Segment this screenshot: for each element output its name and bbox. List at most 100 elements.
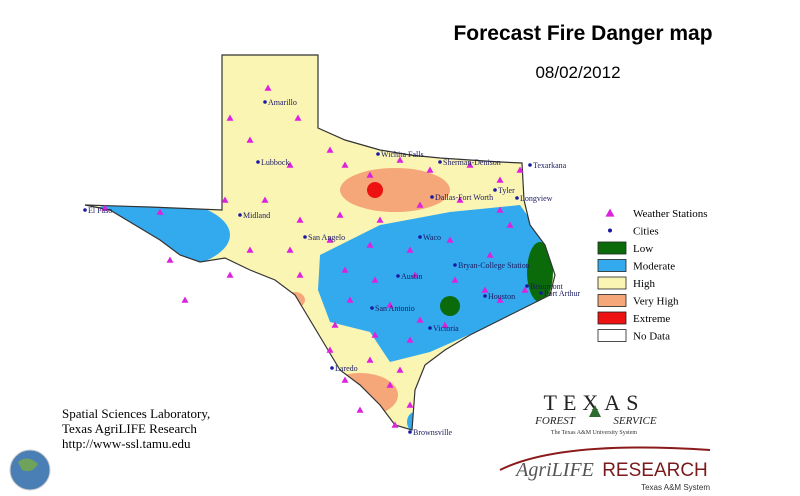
weather-station — [496, 206, 504, 213]
city-label: Laredo — [335, 364, 358, 373]
weather-station — [386, 381, 394, 388]
zone-very-high — [340, 168, 450, 212]
city-label: Port Arthur — [544, 289, 581, 298]
city-dot — [430, 195, 434, 199]
tfs-subtitle: The Texas A&M University System — [551, 430, 637, 436]
city-label: Midland — [243, 211, 270, 220]
legend-label: High — [633, 278, 656, 290]
weather-station — [341, 376, 349, 383]
legend-swatch — [597, 311, 627, 325]
credit-line: Spatial Sciences Laboratory, — [62, 406, 210, 421]
credit-line: http://www-ssl.tamu.edu — [62, 436, 191, 451]
date: 08/02/2012 — [535, 63, 620, 82]
legend-label: Moderate — [633, 261, 675, 273]
city-label: Dallas-Fort Worth — [435, 193, 493, 202]
city-label: Austin — [401, 272, 422, 281]
city-dot — [376, 152, 380, 156]
city-dot — [453, 263, 457, 267]
weather-station — [406, 336, 414, 343]
weather-station — [416, 201, 424, 208]
weather-station — [101, 204, 109, 211]
weather-station — [326, 346, 334, 353]
weather-station — [246, 136, 254, 143]
weather-station — [456, 196, 464, 203]
weather-station — [396, 156, 404, 163]
legend-label: Extreme — [633, 313, 670, 325]
city-dot — [438, 160, 442, 164]
legend-label: Weather Stations — [633, 208, 708, 220]
weather-station — [366, 356, 374, 363]
zone-extreme — [367, 182, 383, 198]
city-label: Brownsville — [413, 428, 453, 437]
tfs-logo: FOREST — [534, 415, 576, 427]
city-dot — [263, 100, 267, 104]
weather-station — [286, 246, 294, 253]
weather-station — [451, 276, 459, 283]
agrilife-logo: AgriLIFE — [514, 459, 594, 481]
weather-station — [496, 296, 504, 303]
cities: Amarillo Lubbock Wichita Falls Sherman-Deni… — [83, 98, 581, 437]
legend-label: No Data — [633, 331, 670, 343]
weather-station — [466, 161, 474, 168]
city-dot — [428, 326, 432, 330]
weather-station — [261, 196, 269, 203]
city-label: Wichita Falls — [381, 150, 424, 159]
weather-station — [481, 286, 489, 293]
legend-swatch — [597, 259, 627, 272]
weather-station — [441, 321, 449, 328]
city-dot — [539, 291, 543, 295]
globe-land — [18, 458, 38, 472]
city-label: Tyler — [498, 186, 515, 195]
legend-swatch — [597, 241, 627, 255]
weather-station — [446, 236, 454, 243]
city-label: Waco — [423, 233, 441, 242]
weather-station — [294, 114, 302, 121]
city-dot — [408, 430, 412, 434]
legend-dot — [608, 228, 612, 233]
weather-station — [331, 321, 339, 328]
weather-station — [296, 271, 304, 278]
weather-station — [605, 208, 615, 217]
weather-station — [246, 246, 254, 253]
city-dot — [303, 235, 307, 239]
city-dot — [418, 235, 422, 239]
legend: Weather Stations Cities Low Moderate High Ver… — [597, 208, 708, 343]
city-label: Bryan-College Station — [458, 261, 530, 270]
weather-station — [406, 246, 414, 253]
city-dot — [483, 294, 487, 298]
legend-label: Cities — [633, 226, 659, 238]
city-label: Beaumont — [530, 282, 564, 291]
tfs-logo: TEXAS — [544, 390, 645, 415]
city-label: Lubbock — [261, 158, 289, 167]
weather-station — [411, 271, 419, 278]
weather-station — [326, 236, 334, 243]
city-dot — [256, 160, 260, 164]
city-label: Longview — [520, 194, 553, 203]
city-label: Houston — [488, 292, 515, 301]
legend-swatch — [597, 294, 627, 307]
weather-station — [156, 208, 164, 215]
weather-station — [296, 216, 304, 223]
city-label: Amarillo — [268, 98, 297, 107]
weather-station — [346, 296, 354, 303]
weather-station — [506, 221, 514, 228]
weather-stations — [101, 84, 529, 428]
weather-station — [386, 301, 394, 308]
agrilife-logo: RESEARCH — [602, 460, 708, 481]
city-label: San Angelo — [308, 233, 345, 242]
weather-station — [376, 216, 384, 223]
weather-station — [326, 146, 334, 153]
weather-station — [366, 241, 374, 248]
weather-station — [264, 84, 272, 91]
city-label: Texarkana — [533, 161, 567, 170]
weather-station — [396, 366, 404, 373]
city-dot — [515, 196, 519, 200]
city-dot — [528, 163, 532, 167]
legend-label: Low — [633, 243, 653, 255]
zone-low — [527, 242, 553, 302]
weather-station — [356, 406, 364, 413]
weather-station — [286, 161, 294, 168]
legend-label: Very High — [633, 296, 679, 308]
weather-station — [226, 271, 234, 278]
